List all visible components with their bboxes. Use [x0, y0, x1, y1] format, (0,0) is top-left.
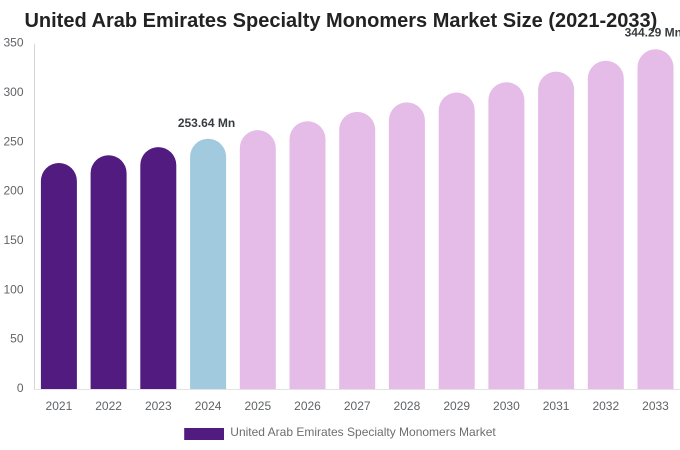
svg-text:2028: 2028 — [394, 399, 421, 413]
svg-text:United Arab Emirates Specialty: United Arab Emirates Specialty Monomers … — [230, 425, 496, 439]
svg-text:2032: 2032 — [592, 399, 619, 413]
svg-text:253.64 Mn: 253.64 Mn — [178, 116, 235, 130]
svg-text:2030: 2030 — [493, 399, 520, 413]
svg-text:150: 150 — [3, 233, 23, 247]
svg-text:350: 350 — [3, 36, 23, 50]
svg-text:2031: 2031 — [543, 399, 570, 413]
svg-text:0: 0 — [17, 381, 24, 395]
svg-text:344.29 Mn: 344.29 Mn — [625, 26, 680, 40]
svg-text:2033: 2033 — [642, 399, 669, 413]
svg-text:2024: 2024 — [195, 399, 222, 413]
svg-text:2023: 2023 — [145, 399, 172, 413]
svg-text:2025: 2025 — [244, 399, 271, 413]
svg-text:50: 50 — [10, 332, 24, 346]
svg-text:2026: 2026 — [294, 399, 321, 413]
svg-text:100: 100 — [3, 282, 23, 296]
svg-text:2029: 2029 — [443, 399, 470, 413]
svg-text:2022: 2022 — [95, 399, 122, 413]
svg-text:300: 300 — [3, 85, 23, 99]
svg-text:United Arab Emirates Specialty: United Arab Emirates Specialty Monomers … — [24, 10, 657, 32]
svg-text:200: 200 — [3, 184, 23, 198]
svg-text:2021: 2021 — [46, 399, 73, 413]
svg-text:250: 250 — [3, 134, 23, 148]
svg-text:2027: 2027 — [344, 399, 371, 413]
